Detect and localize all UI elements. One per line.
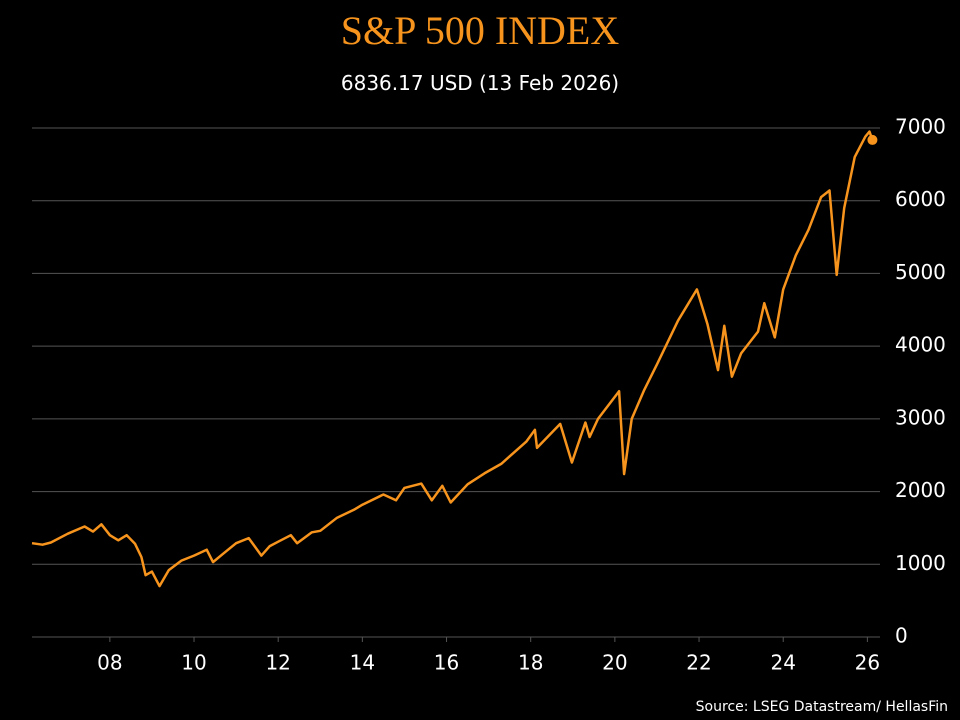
- x-tick-label: 20: [602, 651, 627, 675]
- x-tick-label: 14: [350, 651, 375, 675]
- source-note: Source: LSEG Datastream/ HellasFin: [696, 699, 948, 715]
- y-tick-label: 4000: [895, 333, 946, 357]
- x-tick-label: 08: [97, 651, 122, 675]
- x-tick-label: 18: [518, 651, 543, 675]
- last-point: [867, 134, 878, 145]
- y-tick-label: 2000: [895, 478, 946, 502]
- x-tick-label: 10: [181, 651, 206, 675]
- y-tick-label: 3000: [895, 405, 946, 429]
- line-series: [31, 130, 874, 588]
- y-tick-label: 1000: [895, 551, 946, 575]
- y-tick-label: 5000: [895, 260, 946, 284]
- x-tick-label: 22: [686, 651, 711, 675]
- y-tick-label: 0: [895, 624, 908, 648]
- y-tick-label: 7000: [895, 115, 946, 139]
- chart-title: S&P 500 INDEX: [341, 8, 620, 53]
- x-tick-label: 24: [770, 651, 795, 675]
- chart-subtitle: 6836.17 USD (13 Feb 2026): [341, 71, 619, 95]
- x-tick-label: 16: [434, 651, 459, 675]
- x-tick-label: 26: [855, 651, 880, 675]
- x-tick-label: 12: [265, 651, 290, 675]
- y-tick-label: 6000: [895, 187, 946, 211]
